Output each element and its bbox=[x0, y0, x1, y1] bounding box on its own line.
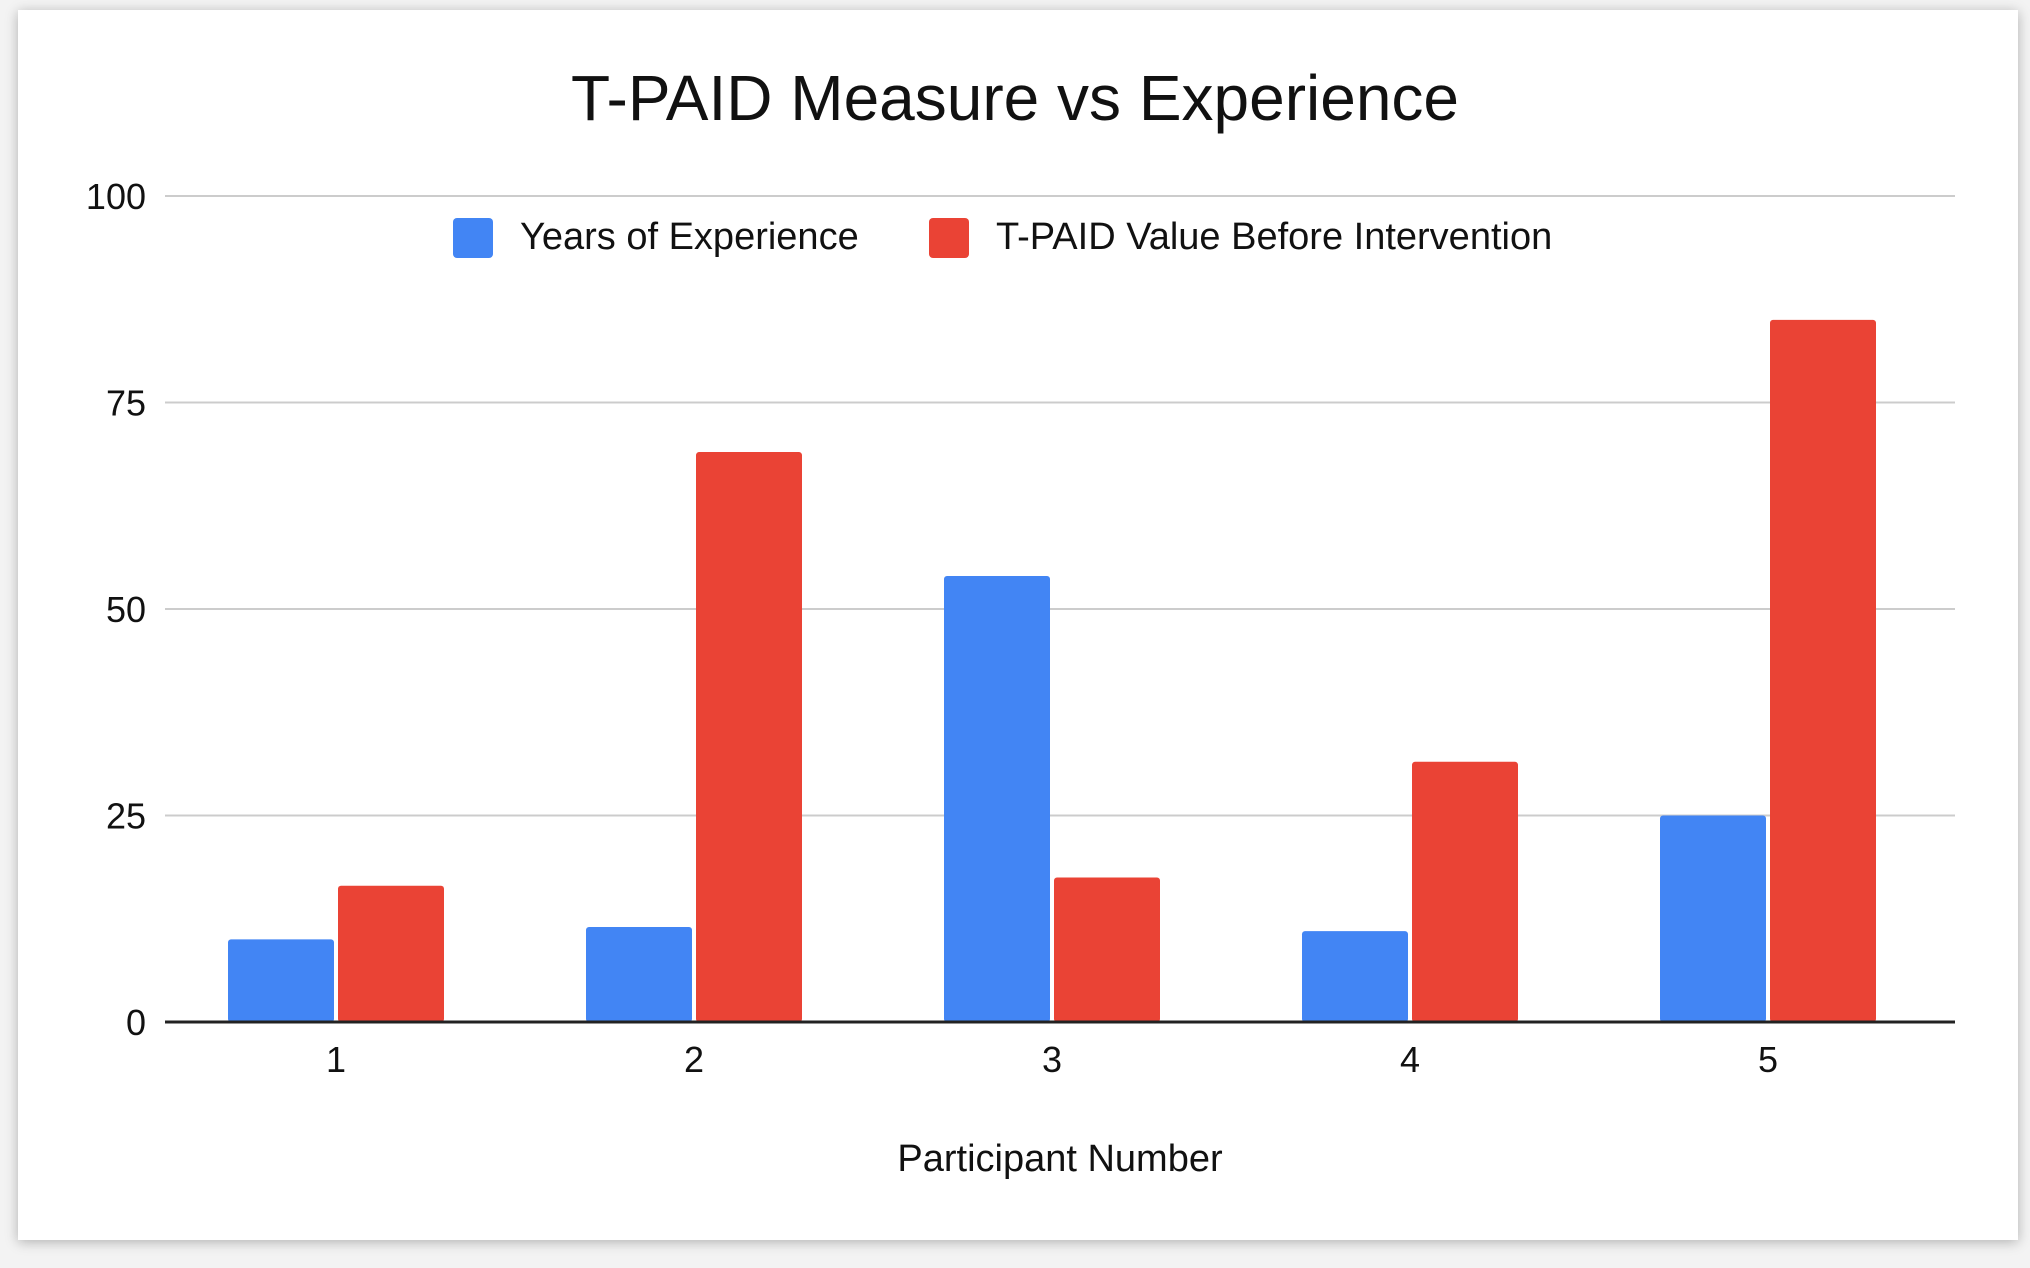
legend: Years of Experience T-PAID Value Before … bbox=[453, 216, 1552, 258]
bars bbox=[228, 319, 1876, 1022]
y-axis-ticks: 0 25 50 75 100 bbox=[86, 176, 146, 1043]
y-tick-label-50: 50 bbox=[106, 589, 146, 630]
bar-tpaid-value-4 bbox=[1412, 761, 1518, 1022]
x-axis-label: Participant Number bbox=[897, 1138, 1223, 1180]
chart-title: T-PAID Measure vs Experience bbox=[571, 62, 1459, 134]
bar-years-of-experience-1 bbox=[228, 939, 334, 1022]
legend-swatch-years-of-experience bbox=[453, 218, 493, 258]
legend-label-years-of-experience: Years of Experience bbox=[520, 216, 859, 258]
gridlines bbox=[165, 195, 1955, 817]
x-tick-label-2: 2 bbox=[684, 1039, 704, 1080]
y-tick-label-0: 0 bbox=[126, 1002, 146, 1043]
legend-swatch-tpaid-value bbox=[929, 218, 969, 258]
bar-years-of-experience-3 bbox=[944, 575, 1050, 1022]
bar-years-of-experience-2 bbox=[586, 927, 692, 1022]
bar-years-of-experience-5 bbox=[1660, 815, 1766, 1022]
x-tick-label-4: 4 bbox=[1400, 1039, 1420, 1080]
bar-tpaid-value-1 bbox=[338, 885, 444, 1022]
bar-years-of-experience-4 bbox=[1302, 931, 1408, 1022]
y-tick-label-75: 75 bbox=[106, 383, 146, 424]
x-tick-label-1: 1 bbox=[326, 1039, 346, 1080]
y-tick-label-100: 100 bbox=[86, 176, 146, 217]
x-axis-ticks: 1 2 3 4 5 bbox=[326, 1039, 1778, 1080]
legend-label-tpaid-value: T-PAID Value Before Intervention bbox=[996, 216, 1552, 258]
bar-tpaid-value-3 bbox=[1054, 877, 1160, 1022]
x-tick-label-3: 3 bbox=[1042, 1039, 1062, 1080]
x-tick-label-5: 5 bbox=[1758, 1039, 1778, 1080]
bar-tpaid-value-5 bbox=[1770, 319, 1876, 1022]
y-tick-label-25: 25 bbox=[106, 796, 146, 837]
bar-tpaid-value-2 bbox=[696, 452, 802, 1022]
